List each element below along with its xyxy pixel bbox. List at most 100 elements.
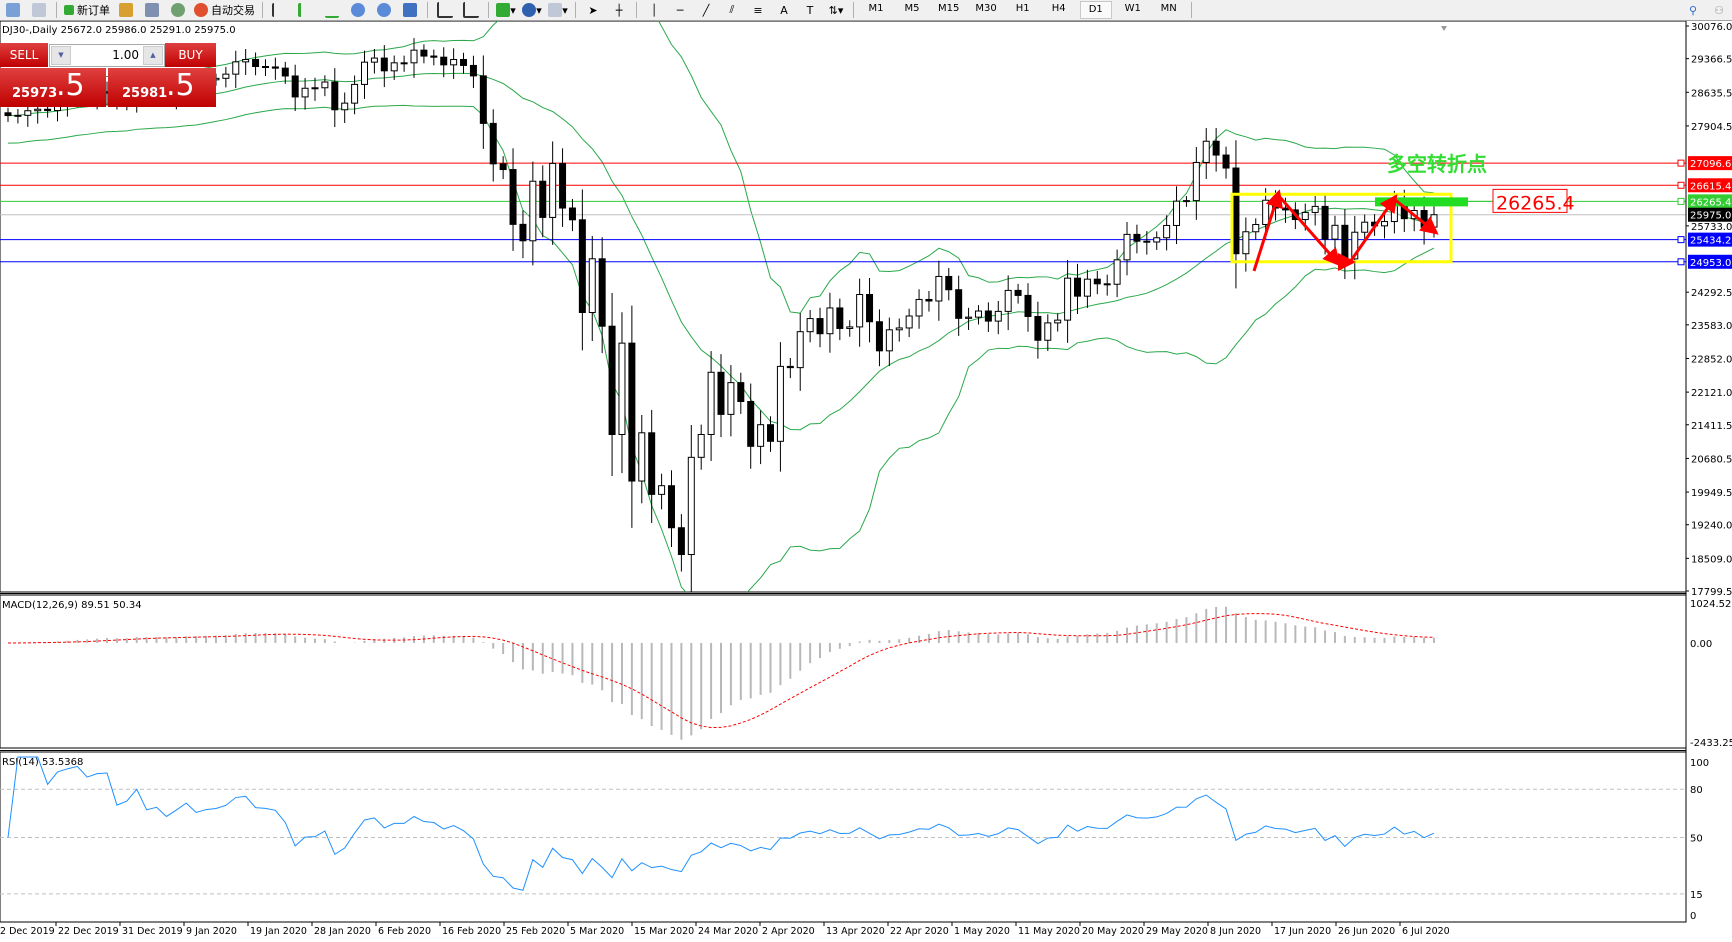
new-order-label: 新订单 — [77, 4, 110, 17]
timeframe-d1[interactable]: D1 — [1079, 1, 1112, 19]
vertical-line-icon: │ — [650, 3, 658, 17]
price-tag-label: 25434.2 — [1690, 236, 1731, 247]
text-button[interactable]: A — [774, 1, 794, 19]
navigator-button[interactable] — [142, 1, 162, 19]
bollinger-upper — [7, 21, 1435, 314]
zoom-in-button[interactable] — [348, 1, 368, 19]
channel-button[interactable]: ⫽ — [722, 1, 742, 19]
timeframe-m15[interactable]: M15 — [938, 3, 960, 14]
vertical-line-button[interactable]: │ — [644, 1, 664, 19]
text-label-button[interactable]: T — [800, 1, 820, 19]
trendline-button[interactable]: ╱ — [696, 1, 716, 19]
periods-button[interactable]: ▾ — [522, 1, 542, 19]
dropdown-arrow-icon: ▾ — [536, 3, 542, 17]
sell-price-button[interactable]: 25973 .5 — [0, 68, 106, 107]
candle-body — [1301, 211, 1309, 221]
candle — [529, 161, 537, 266]
community-icon: ⚇ — [1714, 3, 1724, 17]
macd-panel — [0, 594, 1687, 749]
candle-body — [390, 62, 398, 72]
line-handle — [1677, 236, 1685, 244]
candle-body — [1430, 214, 1438, 228]
candle-body — [1262, 199, 1270, 225]
market-watch-button[interactable] — [116, 1, 136, 19]
cursor-icon: ➤ — [588, 3, 598, 17]
candle-body — [430, 55, 438, 58]
candle — [321, 75, 329, 97]
auto-scroll-button[interactable] — [435, 1, 455, 19]
candle-body — [875, 321, 883, 352]
candle — [519, 210, 527, 259]
cursor-button[interactable]: ➤ — [583, 1, 603, 19]
trendline-icon: ╱ — [702, 3, 710, 17]
trend-arrow — [1348, 194, 1398, 263]
fibonacci-button[interactable]: ≡ — [748, 1, 768, 19]
dropdown-arrow-icon: ▾ — [510, 3, 516, 17]
timeframe-h4[interactable]: H4 — [1051, 3, 1066, 14]
arrows-button[interactable]: ⇅▾ — [826, 1, 846, 19]
decrease-lot-button[interactable]: ▼ — [51, 46, 71, 65]
buy-price-button[interactable]: 25981 .5 — [108, 68, 216, 107]
turning-point-label: 多空转折点 — [1387, 152, 1487, 176]
candle-body — [271, 66, 279, 69]
templates-button[interactable]: ▾ — [548, 1, 568, 19]
signals-button[interactable] — [168, 1, 188, 19]
magnifier-icon — [32, 3, 46, 17]
new-chart-button[interactable] — [3, 1, 23, 19]
candle — [242, 49, 250, 75]
search-button[interactable]: ⚲ — [1683, 1, 1703, 19]
candle — [984, 302, 992, 332]
candlestick-button[interactable] — [296, 1, 316, 19]
buy-button[interactable]: BUY — [165, 43, 216, 67]
candle — [252, 52, 260, 76]
candle-body — [1242, 231, 1250, 255]
chart-canvas[interactable]: 27096.6 26615.4 26265.4 25975.0 25434.2 24953… — [0, 21, 1732, 942]
timeframe-m1[interactable]: M1 — [868, 3, 884, 14]
sell-button[interactable]: SELL — [0, 43, 48, 67]
candle — [420, 44, 428, 64]
auto-trading-button[interactable]: 自动交易 — [194, 1, 255, 19]
chart-shift-button[interactable] — [461, 1, 481, 19]
indicators-button[interactable]: ▾ — [496, 1, 516, 19]
main-panel — [0, 21, 1687, 593]
lot-size-input[interactable]: ▼ 1.00 ▲ — [49, 44, 165, 67]
candle — [677, 514, 685, 572]
timeframe-m30[interactable]: M30 — [975, 3, 997, 14]
candle — [707, 351, 715, 461]
separator — [427, 2, 428, 18]
bar-chart-button[interactable] — [270, 1, 290, 19]
candle — [1212, 127, 1220, 172]
new-order-button[interactable]: 新订单 — [64, 1, 110, 19]
separator — [262, 2, 263, 18]
increase-lot-button[interactable]: ▲ — [143, 46, 163, 65]
crosshair-button[interactable]: ┼ — [609, 1, 629, 19]
macd-tick-label: 1024.52 — [1690, 599, 1731, 610]
toolbar: 新订单 自动交易 ▾ ▾ ▾ ➤ ┼ │ ─ ╱ ⫽ ≡ A T ⇅▾ M1 M5… — [0, 0, 1732, 21]
rsi-tick-label: 50 — [1690, 834, 1703, 845]
zoom-out-button[interactable] — [374, 1, 394, 19]
bollinger-lower — [7, 104, 1435, 592]
price-tag — [1688, 156, 1732, 171]
price-plot — [0, 21, 1686, 592]
timeframe-mn[interactable]: MN — [1160, 3, 1177, 14]
zoom-window-button[interactable] — [29, 1, 49, 19]
rsi-tick-label: 80 — [1690, 785, 1703, 796]
timeframe-h1[interactable]: H1 — [1015, 3, 1030, 14]
horizontal-line-button[interactable]: ─ — [670, 1, 690, 19]
candle — [776, 342, 784, 472]
timeframe-m5[interactable]: M5 — [904, 3, 920, 14]
candle — [1064, 259, 1072, 343]
line-chart-button[interactable] — [322, 1, 342, 19]
candle-body — [717, 371, 725, 415]
candle — [271, 57, 279, 80]
dropdown-arrow-icon: ▾ — [562, 3, 568, 17]
timeframe-w1[interactable]: W1 — [1124, 3, 1141, 14]
tile-windows-button[interactable] — [400, 1, 420, 19]
candle-body — [479, 75, 487, 124]
macd-signal-line — [7, 613, 1435, 729]
candle — [598, 237, 606, 354]
candle — [935, 260, 943, 321]
candle-body — [222, 73, 230, 79]
price-tag-label: 24953.0 — [1690, 258, 1731, 269]
community-button[interactable]: ⚇ — [1709, 1, 1729, 19]
